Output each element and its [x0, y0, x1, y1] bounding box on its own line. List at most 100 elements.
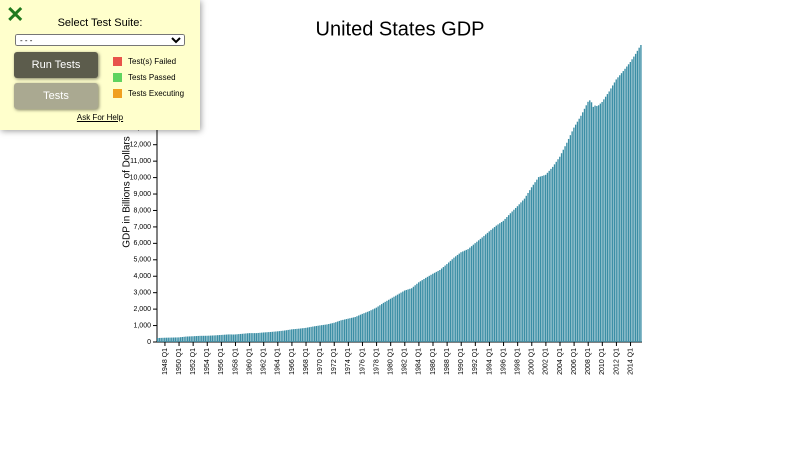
bar	[271, 331, 273, 342]
bar	[204, 335, 206, 342]
bar	[562, 149, 564, 342]
bar	[208, 335, 210, 342]
bar	[278, 331, 281, 342]
legend-swatch	[113, 57, 122, 66]
bar	[433, 272, 436, 342]
y-tick-label: 10,000	[130, 174, 152, 181]
bar	[515, 207, 517, 342]
bar	[493, 227, 496, 342]
x-tick-label: 1956 Q1	[218, 348, 225, 375]
bar	[391, 297, 393, 342]
bar	[430, 274, 432, 342]
bar	[354, 317, 356, 342]
bar	[239, 333, 242, 342]
bar	[275, 331, 277, 342]
bar	[585, 105, 587, 343]
bar	[328, 323, 330, 342]
bar	[465, 249, 467, 342]
bar	[238, 334, 240, 342]
bar	[631, 59, 633, 343]
bar	[462, 251, 464, 342]
bar	[285, 330, 288, 342]
bar	[539, 176, 542, 342]
bar	[342, 319, 344, 342]
tests-button[interactable]: Tests	[14, 83, 98, 109]
x-tick-label: 1988 Q1	[444, 348, 451, 375]
bar	[287, 329, 289, 342]
x-tick-label: 1962 Q1	[261, 348, 268, 375]
bar	[298, 328, 300, 342]
bar	[403, 290, 406, 342]
bar	[495, 225, 497, 342]
bar	[629, 62, 632, 342]
bar	[201, 335, 203, 342]
y-tick-label: 9,000	[133, 191, 151, 198]
bar	[573, 127, 575, 342]
bar	[164, 337, 166, 342]
legend-label: Tests Passed	[128, 73, 176, 82]
bar	[380, 304, 383, 342]
x-tick-label: 1960 Q1	[246, 348, 253, 375]
bar	[365, 312, 367, 342]
bar	[604, 96, 607, 342]
bar	[615, 79, 617, 343]
bar	[548, 170, 550, 342]
bar	[299, 328, 302, 342]
bar	[606, 94, 609, 342]
bar	[171, 337, 173, 342]
bar	[485, 234, 487, 342]
bar	[536, 179, 538, 342]
bar	[388, 299, 390, 342]
bar	[375, 307, 378, 342]
bar	[497, 224, 499, 342]
x-tick-label: 2006 Q1	[571, 348, 578, 375]
y-tick-label: 8,000	[133, 207, 151, 214]
bar	[347, 318, 349, 342]
bar	[400, 292, 402, 342]
bar	[366, 311, 369, 342]
bar	[492, 228, 494, 342]
bar	[557, 159, 559, 342]
close-button[interactable]: ✕	[6, 2, 25, 27]
bar	[617, 77, 619, 342]
bar	[633, 56, 635, 342]
x-tick-label: 1980 Q1	[388, 348, 395, 375]
bar	[165, 337, 168, 342]
x-tick-label: 1952 Q1	[190, 348, 197, 375]
bar	[292, 329, 295, 342]
bar	[262, 332, 265, 342]
help-link[interactable]: Ask For Help	[76, 113, 124, 122]
x-tick-label: 2010 Q1	[599, 348, 606, 375]
legend-item: Tests Passed	[113, 73, 176, 82]
bar	[224, 334, 226, 342]
bar	[500, 222, 503, 342]
bar	[315, 325, 318, 342]
bar	[178, 337, 180, 342]
bar	[444, 265, 446, 342]
bar	[453, 257, 455, 342]
bar	[582, 112, 584, 342]
bar	[195, 336, 198, 342]
bar	[194, 336, 196, 342]
bar	[553, 164, 556, 342]
panel-heading: Select Test Suite:	[57, 17, 143, 29]
bar	[537, 177, 540, 342]
bar	[333, 322, 335, 342]
bar	[529, 190, 531, 342]
bar	[358, 315, 360, 342]
test-suite-select[interactable]: - - -	[15, 34, 185, 46]
bar	[273, 331, 275, 342]
bar	[231, 334, 233, 342]
bar	[291, 329, 293, 342]
bar	[416, 283, 418, 342]
bar	[559, 156, 561, 342]
legend-swatch	[113, 89, 122, 98]
x-tick-label: 1964 Q1	[275, 348, 282, 375]
x-tick-label: 1978 Q1	[373, 348, 380, 375]
bar	[218, 335, 221, 342]
bar	[490, 229, 492, 342]
bar	[389, 298, 392, 342]
bar	[451, 259, 453, 342]
run-tests-button[interactable]: Run Tests	[14, 52, 98, 78]
